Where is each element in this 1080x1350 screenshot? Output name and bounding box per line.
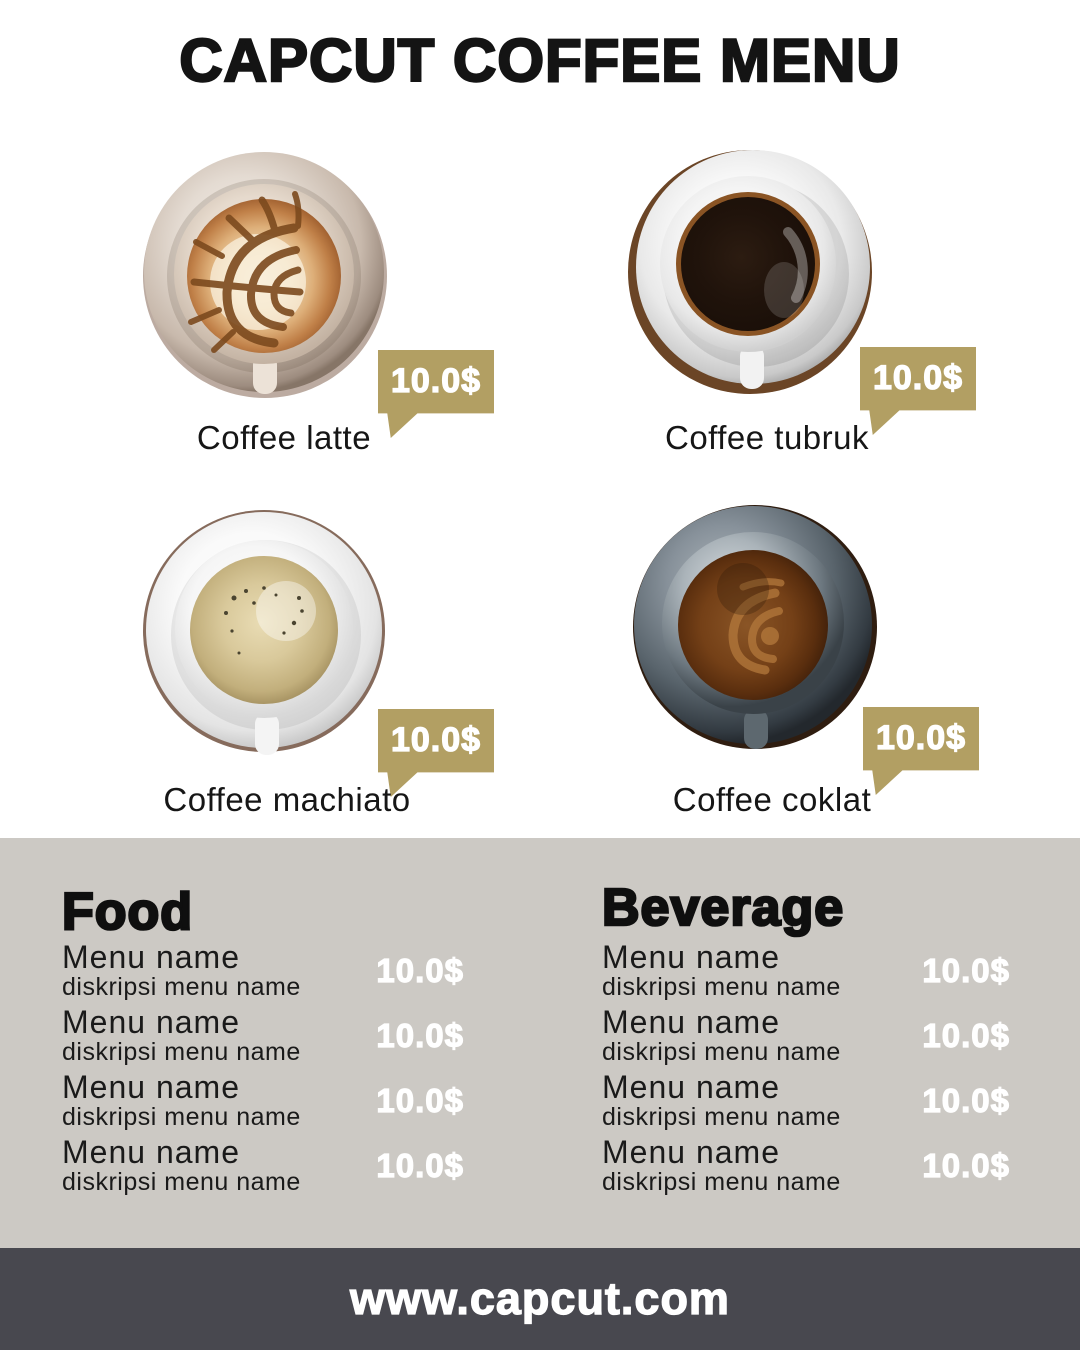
- menu-item-name: Menu name: [602, 1133, 780, 1170]
- menu-item-description: diskripsi menu name: [602, 1038, 841, 1067]
- coffee-machiato-photo: [143, 510, 385, 755]
- menu-item-row: Menu name diskripsi menu name 10.0$: [602, 1068, 1010, 1133]
- menu-item-price: 10.0$: [376, 1016, 464, 1054]
- cup-handle: [253, 354, 277, 394]
- crema-speckles: [224, 586, 304, 655]
- coffee-latte-photo: [143, 152, 387, 398]
- menu-item-row: Menu name diskripsi menu name 10.0$: [602, 1133, 1010, 1198]
- product-label-tubruk: Coffee tubruk: [664, 419, 870, 456]
- menu-item-price: 10.0$: [376, 951, 464, 989]
- section-heading-beverage: Beverage: [601, 879, 845, 937]
- section-heading-food: Food: [61, 883, 194, 941]
- food-item-list: Menu name diskripsi menu name 10.0$ Menu…: [62, 938, 464, 1198]
- cup-handle: [744, 709, 768, 749]
- menu-item-description: diskripsi menu name: [602, 1168, 841, 1197]
- beverage-item-list: Menu name diskripsi menu name 10.0$ Menu…: [602, 938, 1010, 1198]
- menu-item-row: Menu name diskripsi menu name 10.0$: [62, 938, 464, 1003]
- footer-bar: www.capcut.com: [0, 1248, 1080, 1350]
- menu-panel: Food Beverage Menu name diskripsi menu n…: [0, 838, 1080, 1248]
- menu-item-price: 10.0$: [922, 1146, 1010, 1184]
- menu-item-name: Menu name: [62, 1133, 240, 1170]
- menu-item-price: 10.0$: [376, 1081, 464, 1119]
- menu-item-name: Menu name: [62, 1068, 240, 1105]
- menu-item-name: Menu name: [62, 1003, 240, 1040]
- menu-item-name: Menu name: [602, 1003, 780, 1040]
- cup-handle: [740, 345, 764, 389]
- menu-item-row: Menu name diskripsi menu name 10.0$: [602, 1003, 1010, 1068]
- latte-art-fern: [188, 191, 304, 353]
- product-label-latte: Coffee latte: [196, 419, 372, 456]
- coffee-coklat-photo: [633, 505, 877, 749]
- menu-item-row: Menu name diskripsi menu name 10.0$: [62, 1068, 464, 1133]
- cup-handle: [255, 713, 279, 755]
- menu-item-description: diskripsi menu name: [62, 1038, 301, 1067]
- menu-item-row: Menu name diskripsi menu name 10.0$: [62, 1133, 464, 1198]
- menu-item-name: Menu name: [602, 1068, 780, 1105]
- coffee-tubruk-photo: [628, 150, 872, 394]
- menu-item-price: 10.0$: [376, 1146, 464, 1184]
- product-label-machiato: Coffee machiato: [163, 781, 411, 818]
- menu-item-description: diskripsi menu name: [62, 1103, 301, 1132]
- page-title: CAPCUT COFFEE MENU: [178, 26, 901, 94]
- menu-item-price: 10.0$: [922, 1081, 1010, 1119]
- crema-swirl: [728, 578, 785, 675]
- menu-item-description: diskripsi menu name: [62, 973, 301, 1002]
- menu-item-description: diskripsi menu name: [602, 1103, 841, 1132]
- menu-item-price: 10.0$: [922, 1016, 1010, 1054]
- menu-item-name: Menu name: [62, 938, 240, 975]
- menu-item-name: Menu name: [602, 938, 780, 975]
- website-url: www.capcut.com: [349, 1272, 730, 1324]
- menu-item-description: diskripsi menu name: [602, 973, 841, 1002]
- menu-item-description: diskripsi menu name: [62, 1168, 301, 1197]
- menu-item-row: Menu name diskripsi menu name 10.0$: [602, 938, 1010, 1003]
- menu-item-price: 10.0$: [922, 951, 1010, 989]
- product-label-coklat: Coffee coklat: [672, 781, 872, 818]
- menu-item-row: Menu name diskripsi menu name 10.0$: [62, 1003, 464, 1068]
